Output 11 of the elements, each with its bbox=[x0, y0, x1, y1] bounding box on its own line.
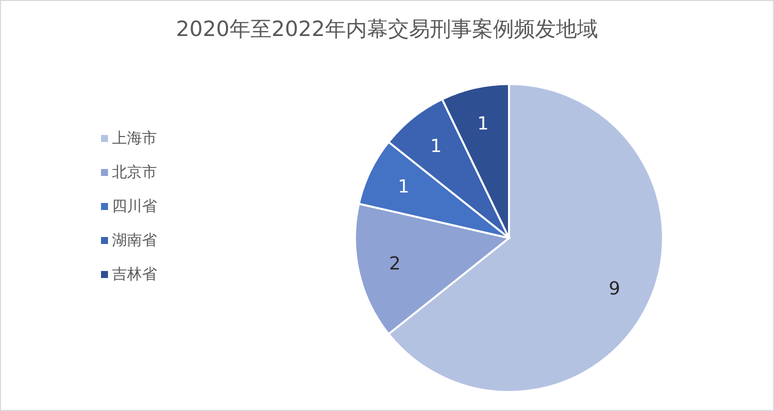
legend-label: 吉林省 bbox=[112, 264, 157, 282]
chart-title: 2020年至2022年内幕交易刑事案例频发地域 bbox=[175, 16, 599, 43]
data-label: 1 bbox=[430, 136, 442, 157]
legend-label: 上海市 bbox=[112, 128, 157, 146]
legend-label: 湖南省 bbox=[112, 230, 157, 248]
data-label: 2 bbox=[389, 254, 401, 275]
data-label: 9 bbox=[608, 278, 620, 300]
legend-label: 北京市 bbox=[112, 162, 157, 180]
data-label: 1 bbox=[477, 113, 489, 134]
legend-label: 四川省 bbox=[112, 196, 157, 214]
data-label: 1 bbox=[398, 176, 410, 198]
